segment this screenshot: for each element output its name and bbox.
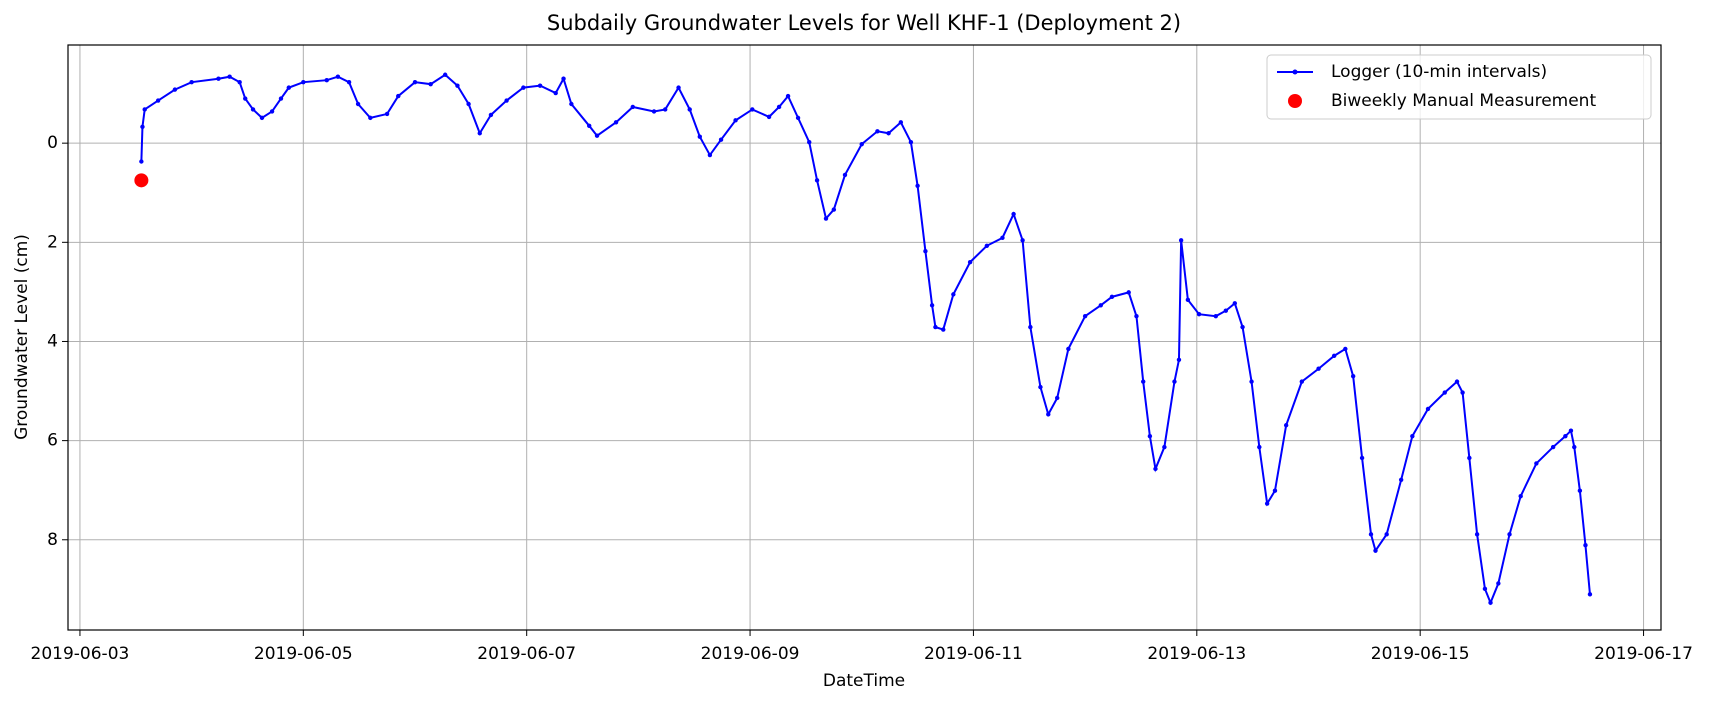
x-tick-label: 2019-06-15 (1371, 644, 1470, 664)
legend-marker (1292, 69, 1298, 75)
x-tick-label: 2019-06-09 (701, 644, 800, 664)
legend-marker (1288, 94, 1302, 108)
y-axis-label: Groundwater Level (cm) (12, 234, 32, 440)
legend-label: Biweekly Manual Measurement (1331, 91, 1596, 111)
y-tick-label: 2 (47, 232, 58, 252)
x-tick-label: 2019-06-11 (924, 644, 1023, 664)
y-tick-label: 6 (47, 431, 58, 451)
x-tick-label: 2019-06-17 (1594, 644, 1693, 664)
chart-title: Subdaily Groundwater Levels for Well KHF… (547, 11, 1181, 35)
x-tick-label: 2019-06-03 (31, 644, 130, 664)
x-tick-label: 2019-06-05 (254, 644, 353, 664)
x-tick-label: 2019-06-13 (1147, 644, 1246, 664)
y-tick-label: 8 (47, 530, 58, 550)
y-tick-label: 4 (47, 331, 58, 351)
plot-frame (67, 44, 1662, 631)
legend-label: Logger (10-min intervals) (1331, 62, 1547, 82)
x-axis-label: DateTime (823, 671, 905, 691)
legend: Logger (10-min intervals) Biweekly Manual… (1266, 54, 1652, 120)
legend-box (1266, 54, 1652, 120)
y-tick-label: 0 (47, 133, 58, 153)
manual-point (134, 173, 149, 188)
logger-line (139, 72, 1593, 606)
x-tick-label: 2019-06-07 (477, 644, 576, 664)
